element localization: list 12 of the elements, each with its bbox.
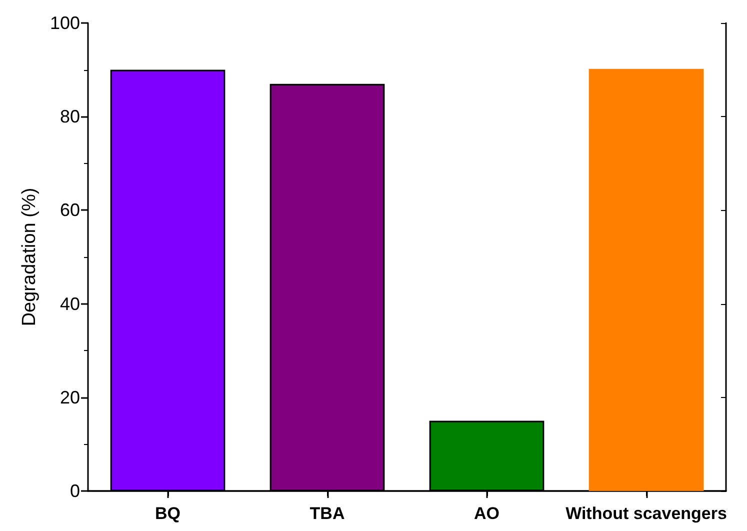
x-tick-label: Without scavengers (566, 504, 727, 523)
x-tick-label: TBA (310, 504, 345, 523)
x-tick-label: AO (474, 504, 500, 523)
bar (588, 68, 704, 491)
y-tick-label: 80 (60, 106, 80, 127)
y-tick-label: 100 (50, 13, 80, 33)
y-axis-title: Degradation (%) (19, 188, 40, 326)
y-tick-label: 0 (70, 481, 80, 501)
y-tick-label: 20 (60, 387, 80, 408)
x-tick-label: BQ (155, 504, 180, 523)
y-tick-label: 60 (60, 200, 80, 220)
y-tick-label: 40 (60, 294, 80, 314)
